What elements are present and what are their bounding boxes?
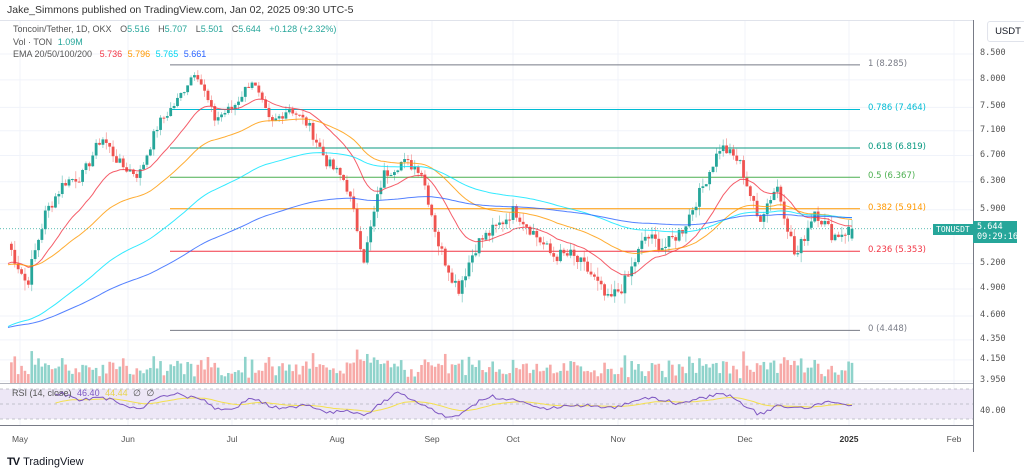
time-axis-tick: Oct: [506, 434, 520, 444]
time-axis-tick: Jul: [226, 434, 238, 444]
open-value: 5.516: [127, 24, 150, 34]
price-axis-tick: 4.150: [980, 353, 1006, 364]
fib-level-label: 0.382 (5.914): [868, 202, 927, 213]
fib-level-label: 0.618 (6.819): [868, 142, 927, 153]
ema-label[interactable]: EMA 20/50/100/200: [13, 49, 93, 59]
price-axis-tick: 8.500: [980, 48, 1006, 58]
fib-level-label: 0.5 (6.367): [868, 171, 916, 182]
price-axis-tick: 4.900: [980, 283, 1006, 294]
high-label: H: [158, 24, 165, 34]
close-label: C: [231, 24, 239, 34]
price-axis-tick: 7.100: [980, 124, 1006, 135]
change-value: +0.128 (+2.32%): [269, 24, 337, 34]
rsi-label[interactable]: RSI (14, close): [12, 388, 72, 398]
price-axis-tick: 4.350: [980, 333, 1006, 344]
bar-countdown: 09:29:16: [977, 232, 1018, 242]
time-axis-tick: Sep: [424, 434, 440, 444]
ema-row: EMA 20/50/100/200 5.736 5.796 5.765 5.66…: [13, 48, 339, 61]
time-axis-tick: May: [11, 434, 29, 444]
time-axis-tick: Aug: [329, 434, 345, 444]
chart-legend: Toncoin/Tether, 1D, OKX O5.516 H5.707 L5…: [13, 23, 339, 61]
ema100-value: 5.765: [155, 49, 179, 59]
price-axis-tick: 3.950: [980, 375, 1006, 385]
low-value: 5.501: [200, 24, 224, 34]
fib-level-label: 1 (8.285): [868, 58, 908, 69]
rsi-value: 46.40: [77, 388, 100, 398]
chart-area[interactable]: [0, 20, 974, 452]
pane-separator[interactable]: [0, 383, 1024, 384]
fib-level-label: 0 (4.448): [868, 324, 908, 335]
fib-level-label: 0.786 (7.464): [868, 103, 927, 114]
rsi-legend: RSI (14, close) 46.40 44.44 ∅ ∅: [12, 388, 157, 399]
price-axis-tick: 6.700: [980, 149, 1006, 160]
volume-label[interactable]: Vol · TON: [13, 36, 53, 47]
rsi-ma-value: 44.44: [105, 388, 128, 398]
candlestick-plot[interactable]: [0, 21, 974, 453]
tradingview-wordmark: TradingView: [23, 456, 84, 468]
ema20-value: 5.736: [99, 49, 123, 59]
ema50-value: 5.796: [127, 49, 151, 59]
symbol-price-tag: TONUSDT: [933, 224, 973, 235]
last-price-tag: 5.644 09:29:16: [973, 221, 1018, 243]
low-label: L: [195, 24, 201, 34]
price-axis-tick: 5.200: [980, 257, 1006, 268]
volume-row: Vol · TON 1.09M: [13, 36, 339, 49]
symbol-description[interactable]: Toncoin/Tether, 1D, OKX: [13, 24, 112, 34]
last-price: 5.644: [977, 222, 1003, 232]
rsi-axis-label: 40.00: [980, 406, 1006, 416]
high-value: 5.707: [164, 24, 188, 34]
currency-unit-button[interactable]: USDT: [987, 21, 1024, 42]
time-axis-tick: 2025: [839, 434, 859, 444]
publisher-line: Jake_Simmons published on TradingView.co…: [7, 4, 354, 16]
rsi-na-1: ∅: [133, 388, 141, 398]
fib-level-label: 0.236 (5.353): [868, 245, 927, 256]
price-axis-tick: 8.000: [980, 73, 1006, 84]
tradingview-brand[interactable]: TV TradingView: [7, 456, 84, 468]
time-axis[interactable]: [0, 425, 974, 452]
ema200-value: 5.661: [183, 49, 207, 59]
open-label: O: [120, 24, 128, 34]
tradingview-logo-icon: TV: [7, 456, 20, 468]
close-value: 5.644: [238, 24, 261, 34]
price-axis-tick: 4.600: [980, 309, 1006, 320]
time-axis-tick: Dec: [737, 434, 753, 444]
symbol-ohlc-row: Toncoin/Tether, 1D, OKX O5.516 H5.707 L5…: [13, 23, 339, 36]
price-axis-tick: 6.300: [980, 175, 1006, 186]
price-axis-tick: 7.500: [980, 101, 1006, 112]
time-axis-tick: Feb: [946, 434, 962, 444]
rsi-na-2: ∅: [146, 388, 155, 398]
price-axis-tick: 5.900: [980, 203, 1006, 214]
time-axis-tick: Jun: [121, 434, 135, 444]
time-axis-tick: Nov: [610, 434, 626, 444]
volume-value: 1.09M: [57, 36, 83, 47]
